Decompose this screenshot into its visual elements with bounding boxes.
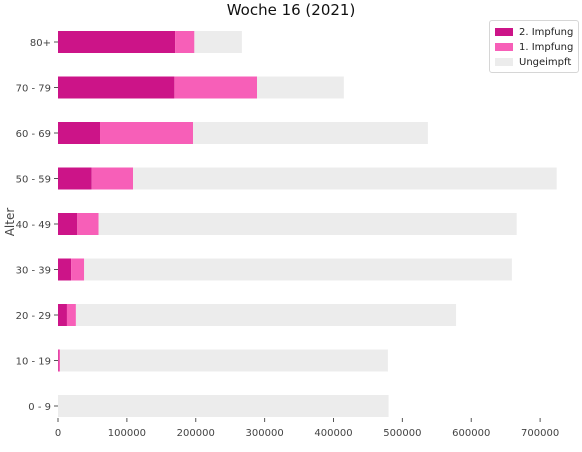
bar-2-impfung-0 [58, 31, 176, 53]
bar-1-impfung-7 [58, 349, 61, 372]
bar-ungeimpft-1 [257, 76, 344, 99]
bar-2-impfung-5 [58, 258, 72, 281]
bar-ungeimpft-7 [60, 349, 388, 372]
x-tick-label: 500000 [383, 428, 421, 439]
x-tick-label: 400000 [314, 428, 352, 439]
y-tick-label: 20 - 29 [16, 311, 51, 322]
bar-1-impfung-2 [100, 122, 193, 144]
x-tick-label: 700000 [521, 428, 559, 439]
bar-ungeimpft-5 [84, 258, 512, 281]
y-tick-label: 70 - 79 [16, 84, 51, 95]
y-tick-label: 80+ [30, 38, 51, 49]
chart-title: Woche 16 (2021) [226, 1, 356, 19]
legend-label: 1. Impfung [519, 41, 574, 53]
bar-1-impfung-3 [91, 167, 134, 190]
x-tick-label: 100000 [108, 428, 146, 439]
bar-1-impfung-6 [66, 304, 76, 326]
x-tick-label: 0 [55, 428, 61, 439]
bar-2-impfung-4 [58, 213, 78, 235]
bar-ungeimpft-0 [194, 31, 242, 53]
bar-1-impfung-1 [174, 76, 258, 99]
legend-item: 2. Impfung [495, 26, 573, 38]
bar-2-impfung-2 [58, 122, 101, 144]
bar-1-impfung-0 [175, 31, 195, 53]
bar-ungeimpft-3 [133, 167, 557, 190]
legend-label: Ungeimpft [519, 56, 572, 68]
bar-ungeimpft-8 [58, 395, 389, 417]
bar-1-impfung-5 [71, 258, 85, 281]
bar-ungeimpft-2 [192, 122, 428, 144]
legend-label: 2. Impfung [519, 26, 574, 38]
bar-2-impfung-7 [58, 349, 59, 372]
legend-item: 1. Impfung [495, 41, 573, 53]
bar-ungeimpft-4 [98, 213, 517, 235]
legend-swatch [495, 58, 513, 66]
y-tick-label: 40 - 49 [16, 220, 51, 231]
y-tick-label: 60 - 69 [16, 129, 51, 140]
legend: 2. Impfung 1. Impfung Ungeimpft [489, 20, 579, 73]
y-tick-label: 10 - 19 [16, 357, 51, 368]
bar-1-impfung-4 [77, 213, 99, 235]
legend-item: Ungeimpft [495, 56, 571, 68]
y-tick-label: 30 - 39 [16, 266, 51, 277]
y-tick-label: 0 - 9 [28, 402, 51, 413]
legend-swatch [495, 43, 513, 51]
x-tick-label: 300000 [246, 428, 284, 439]
bar-ungeimpft-6 [75, 304, 457, 326]
x-tick-label: 600000 [452, 428, 490, 439]
bar-2-impfung-1 [58, 76, 175, 99]
bar-2-impfung-3 [58, 167, 92, 190]
legend-swatch [495, 28, 513, 36]
bar-2-impfung-6 [58, 304, 67, 326]
x-tick-label: 200000 [177, 428, 215, 439]
y-tick-label: 50 - 59 [16, 175, 51, 186]
